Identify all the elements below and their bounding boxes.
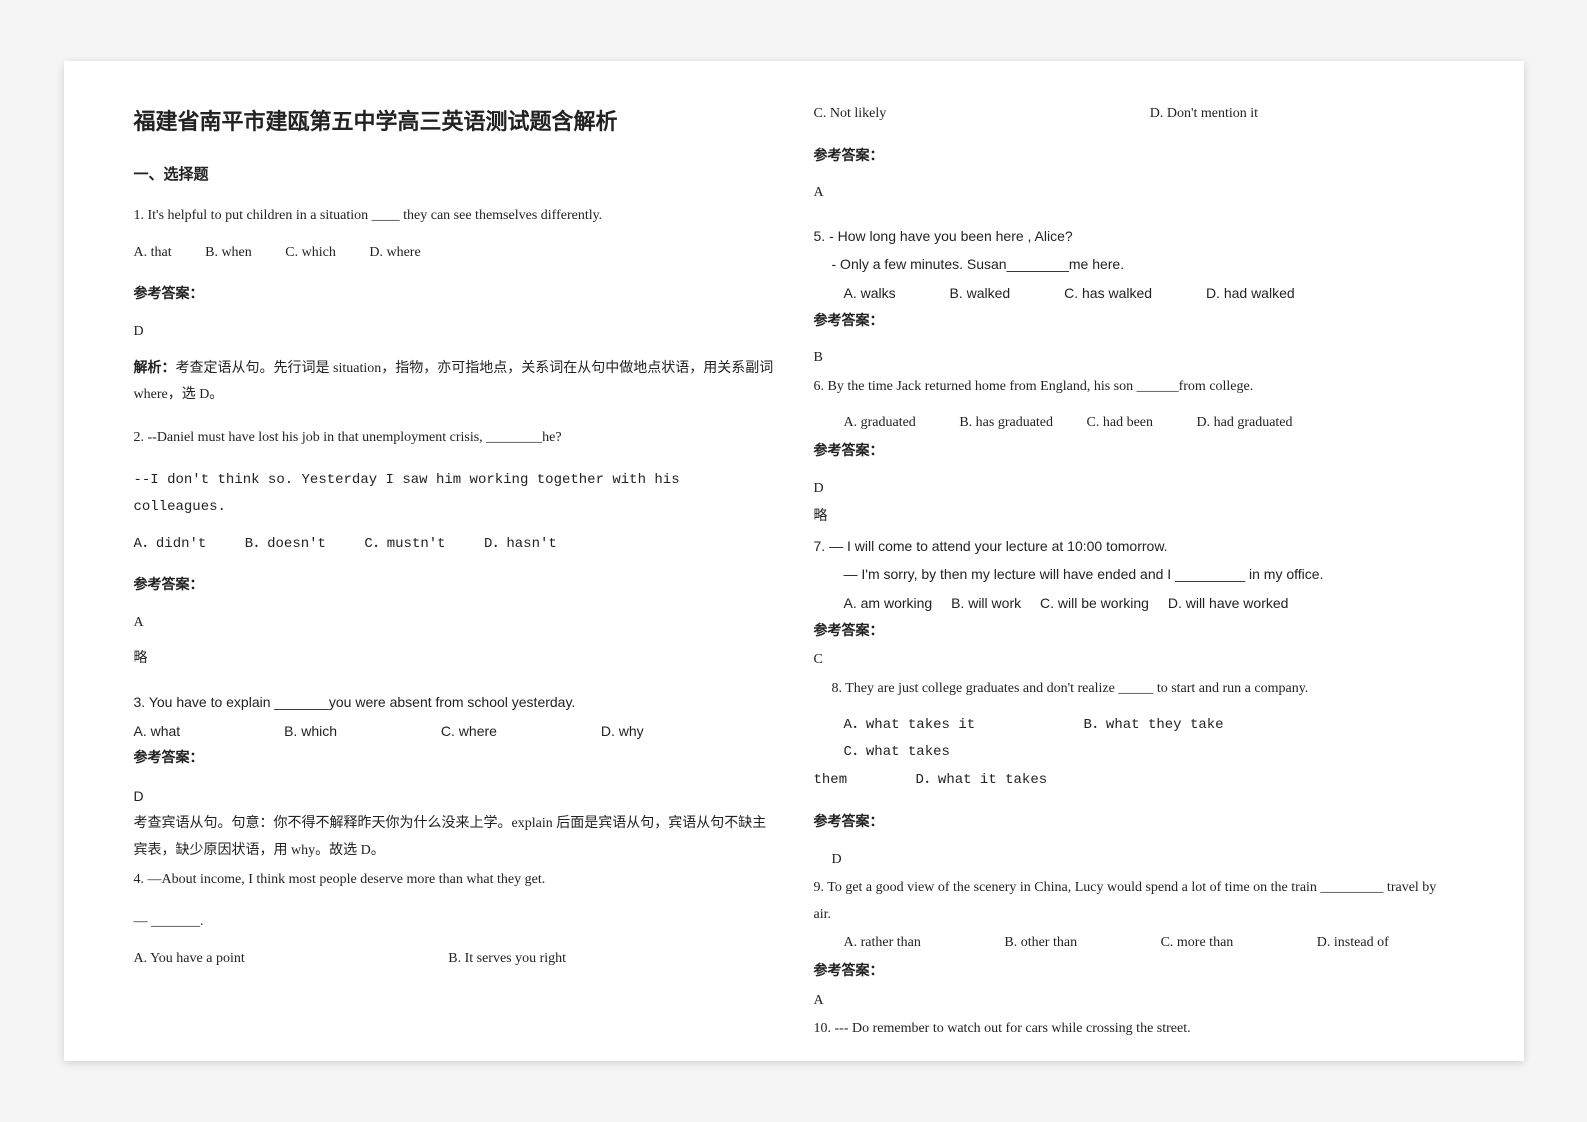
section-heading: 一、选择题 [134,161,774,190]
q9-opt-a: A. rather than [844,935,921,950]
q2-answer-heading: 参考答案： [134,573,774,600]
q4-opt-c: C. Not likely [814,101,887,128]
q6-answer-heading: 参考答案： [814,439,1454,466]
q6-stem: 6. By the time Jack returned home from E… [814,374,1454,401]
q6-opt-a: A. graduated [844,410,916,437]
q6-explanation: 略 [814,504,1454,531]
q8-answer: D [814,847,1454,874]
q8-opt-d: D．what it takes [916,772,1048,788]
q1-opt-c: C. which [285,240,336,267]
left-column: 福建省南平市建瓯第五中学高三英语测试题含解析 一、选择题 1. It's hel… [114,101,794,1021]
q5-answer-heading: 参考答案： [814,309,1454,336]
q6-answer: D [814,476,1454,503]
q2-opt-c: C．mustn't [364,531,445,558]
q6-opt-d: D. had graduated [1197,410,1293,437]
q8-opt-b: B．what they take [1084,712,1224,739]
q8-options-row1: A．what takes it B．what they take C．what … [814,712,1454,765]
q1-opt-d: D. where [369,240,420,267]
q8-opt-a: A．what takes it [844,712,976,739]
q10-stem: 10. --- Do remember to watch out for car… [814,1016,1454,1043]
q5-opt-c: C. has walked [1064,285,1152,301]
q2-stem-1: 2. --Daniel must have lost his job in th… [134,425,774,452]
q9-answer-heading: 参考答案： [814,959,1454,986]
q4-answer-heading: 参考答案： [814,144,1454,171]
q3-opt-c: C. where [441,718,497,745]
q2-explanation: 略 [134,646,774,673]
q4-options-row1: A. You have a point B. It serves you rig… [134,946,774,973]
q1-explanation: 解析：考查定语从句。先行词是 situation，指物，亦可指地点，关系词在从句… [134,356,774,409]
q5-answer: B [814,345,1454,372]
q8-answer-heading: 参考答案： [814,810,1454,837]
q4-stem-1: 4. —About income, I think most people de… [134,867,774,894]
q3-opt-d: D. why [601,718,644,745]
q7-options: A. am working B. will work C. will be wo… [814,590,1454,617]
q1-expl-text: 考查定语从句。先行词是 situation，指物，亦可指地点，关系词在从句中做地… [134,361,774,403]
q4-stem-2: — _______. [134,909,774,936]
q1-options: A. that B. when C. which D. where [134,240,774,267]
q3-opt-b: B. which [284,718,337,745]
q9-stem: 9. To get a good view of the scenery in … [814,875,1454,928]
q3-explanation: 考查宾语从句。句意：你不得不解释昨天你为什么没来上学。explain 后面是宾语… [134,811,774,864]
q6-options: A. graduated B. has graduated C. had bee… [814,410,1454,437]
right-column: C. Not likely D. Don't mention it 参考答案： … [794,101,1474,1021]
q1-opt-b: B. when [205,240,252,267]
q7-opt-a: A. am working [844,595,933,611]
q4-options-row2: C. Not likely D. Don't mention it [814,101,1454,128]
q6-opt-b: B. has graduated [959,410,1053,437]
q3-stem: 3. You have to explain _______you were a… [134,689,774,716]
q8-opt-c: C．what takes [844,739,950,766]
q5-opt-d: D. had walked [1206,285,1295,301]
q2-stem-2: --I don't think so. Yesterday I saw him … [134,467,774,520]
q4-opt-b: B. It serves you right [448,946,566,973]
q4-opt-d: D. Don't mention it [1150,101,1258,128]
q1-stem: 1. It's helpful to put children in a sit… [134,203,774,230]
q7-stem-2: — I'm sorry, by then my lecture will hav… [814,561,1454,588]
q3-opt-a: A. what [134,718,181,745]
q2-opt-b: B．doesn't [245,531,326,558]
exam-page: 福建省南平市建瓯第五中学高三英语测试题含解析 一、选择题 1. It's hel… [64,61,1524,1061]
page-title: 福建省南平市建瓯第五中学高三英语测试题含解析 [134,101,774,143]
q9-options: A. rather than B. other than C. more tha… [814,930,1454,957]
q9-opt-b: B. other than [1004,935,1077,950]
q8-options-row2: them D．what it takes [814,767,1454,794]
q5-options: A. walks B. walked C. has walked D. had … [814,280,1454,307]
q1-answer-heading: 参考答案： [134,282,774,309]
q7-opt-b: B. will work [951,595,1021,611]
q3-answer-heading: 参考答案： [134,746,774,773]
q9-opt-c: C. more than [1161,935,1234,950]
q4-opt-a: A. You have a point [134,946,245,973]
q5-opt-b: B. walked [950,285,1011,301]
q5-stem-1: 5. - How long have you been here , Alice… [814,223,1454,250]
q2-opt-a: A．didn't [134,531,207,558]
q2-opt-d: D．hasn't [484,531,557,558]
q7-stem-1: 7. — I will come to attend your lecture … [814,533,1454,560]
q1-answer: D [134,319,774,346]
q7-answer: C [814,647,1454,674]
q1-opt-a: A. that [134,240,172,267]
q8-stem: 8. They are just college graduates and d… [814,676,1454,703]
q3-answer: D [134,783,774,810]
q2-options: A．didn't B．doesn't C．mustn't D．hasn't [134,531,774,558]
q6-opt-c: C. had been [1087,410,1153,437]
q7-answer-heading: 参考答案： [814,619,1454,646]
q3-options: A. what B. which C. where D. why [134,718,774,745]
q7-opt-c: C. will be working [1040,595,1149,611]
q5-stem-2: - Only a few minutes. Susan________me he… [814,251,1454,278]
q1-expl-label: 解析： [134,361,176,376]
q4-answer: A [814,180,1454,207]
q9-opt-d: D. instead of [1317,935,1389,950]
q9-answer: A [814,988,1454,1015]
q7-opt-d: D. will have worked [1168,595,1289,611]
q8-line2a: them [814,772,848,788]
q5-opt-a: A. walks [844,285,896,301]
q2-answer: A [134,610,774,637]
